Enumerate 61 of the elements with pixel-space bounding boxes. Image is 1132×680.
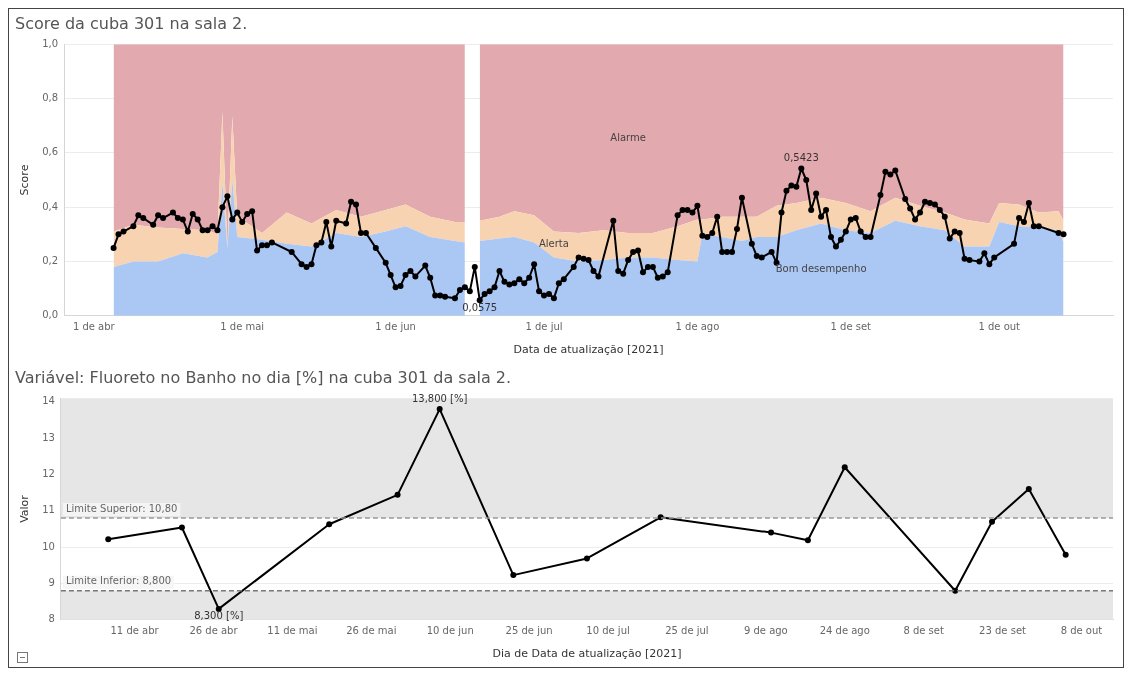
x-tick-label: 26 de abr	[189, 625, 239, 637]
x-tick-label: 23 de set	[979, 625, 1027, 637]
x-axis-title: Dia de Data de atualização [2021]	[492, 647, 682, 661]
chart-title: Score da cuba 301 na sala 2.	[15, 13, 248, 33]
x-tick-label: 10 de jul	[586, 625, 630, 637]
y-tick-label: 10	[42, 540, 55, 552]
ref-line-label: Limite Superior: 10,80	[65, 502, 178, 514]
annotation: 0,5423	[783, 152, 819, 164]
x-tick-label: 8 de out	[1060, 625, 1103, 637]
x-tick-label: 1 de abr	[72, 321, 116, 333]
y-tick-label: 12	[42, 468, 55, 480]
x-tick-label: 1 de ago	[675, 321, 720, 333]
x-tick-label: 11 de abr	[110, 625, 160, 637]
point	[105, 536, 112, 543]
point	[178, 524, 185, 531]
point	[841, 464, 848, 471]
annotation: 13,800 [%]	[411, 392, 468, 404]
point	[583, 555, 590, 562]
y-tick-label: 14	[42, 395, 55, 407]
y-axis-title: Valor	[18, 494, 32, 523]
y-tick-label: 9	[48, 577, 55, 589]
y-tick-label: 0,8	[42, 92, 59, 104]
x-tick-label: 1 de mai	[220, 321, 265, 333]
y-tick-label: 0,2	[42, 255, 59, 267]
x-tick-label: 1 de jun	[375, 321, 416, 333]
x-tick-label: 10 de jun	[426, 625, 474, 637]
y-tick-label: 8	[48, 613, 55, 625]
y-tick-label: 11	[42, 504, 55, 516]
point	[510, 572, 517, 579]
x-tick-label: 8 de set	[903, 625, 944, 637]
point	[804, 537, 811, 544]
x-tick-label: 25 de jul	[665, 625, 709, 637]
point	[1062, 551, 1069, 558]
y-tick-label: 0,6	[42, 146, 59, 158]
x-tick-label: 1 de out	[978, 321, 1021, 333]
y-tick-label: 1,0	[42, 37, 59, 49]
series-label: Alarme	[610, 132, 646, 144]
x-tick-label: 24 de ago	[819, 625, 870, 637]
annotation: 8,300 [%]	[194, 610, 244, 622]
x-tick-label: 9 de ago	[743, 625, 788, 637]
series-label: Alerta	[538, 238, 569, 250]
chart-title: Variável: Fluoreto no Banho no dia [%] na cuba 301 da sala 2.	[15, 367, 512, 387]
x-tick-label: 1 de jul	[525, 321, 563, 333]
y-tick-label: 0,0	[42, 309, 59, 321]
x-tick-label: 1 de set	[830, 321, 872, 333]
annotation: 0,0575	[462, 301, 498, 313]
x-tick-label: 26 de mai	[346, 625, 397, 637]
point	[326, 521, 333, 528]
point	[436, 406, 443, 413]
series-label: Bom desempenho	[775, 263, 867, 275]
point	[1025, 486, 1032, 493]
point	[394, 491, 401, 498]
y-tick-label: 13	[42, 431, 55, 443]
x-tick-label: 25 de jun	[505, 625, 553, 637]
point	[768, 529, 775, 536]
x-axis-title: Data de atualização [2021]	[513, 343, 664, 357]
x-tick-label: 11 de mai	[267, 625, 318, 637]
ref-line-label: Limite Inferior: 8,800	[65, 575, 172, 587]
point	[989, 518, 996, 525]
y-axis-title: Score	[18, 164, 32, 196]
y-tick-label: 0,4	[42, 200, 59, 212]
